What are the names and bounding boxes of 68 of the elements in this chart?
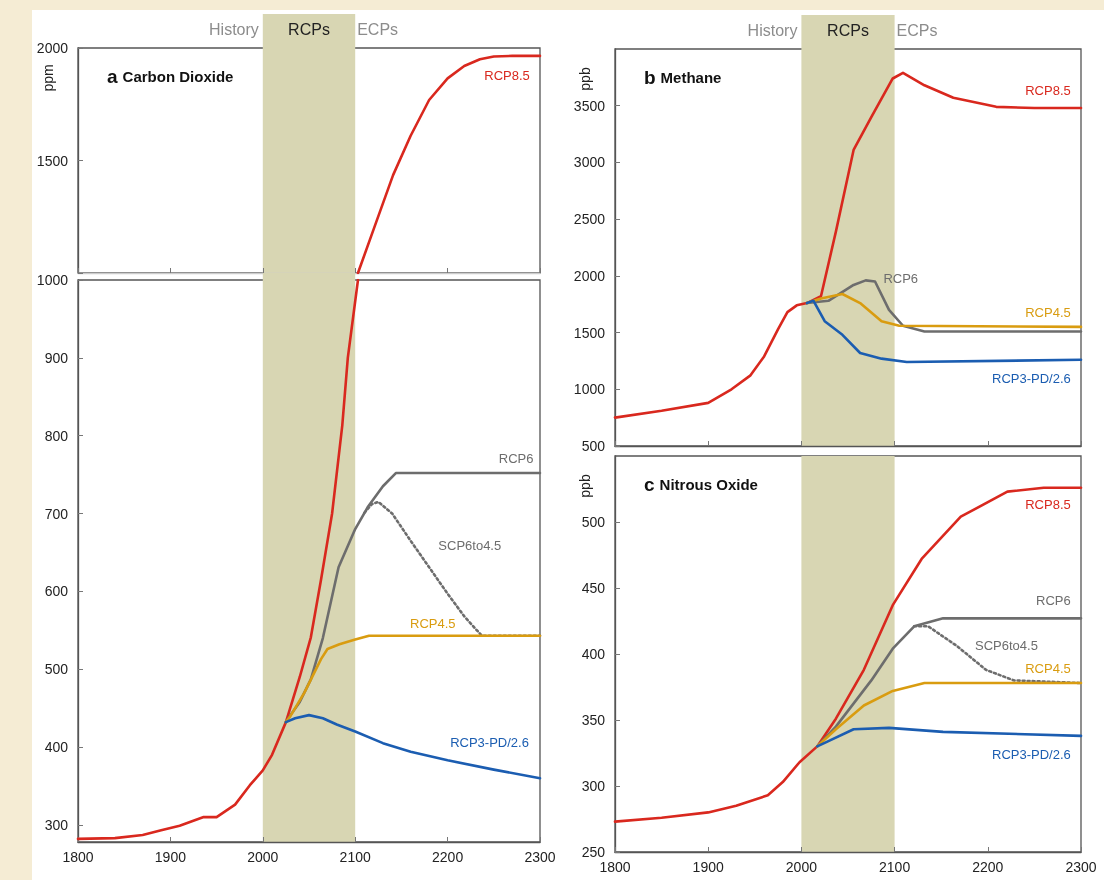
y-tick-label: 700 xyxy=(44,505,69,522)
line-series xyxy=(815,681,1083,748)
y-tick-label: 3500 xyxy=(573,97,606,114)
x-tick-label: 2000 xyxy=(247,849,279,865)
text: c Nitrous Oxide xyxy=(644,474,758,495)
x-tick-label: 2100 xyxy=(339,849,371,865)
line-series xyxy=(284,713,542,780)
line-series xyxy=(284,634,542,724)
y-tick-label: 1500 xyxy=(36,152,69,169)
y-tick-label: 300 xyxy=(44,816,69,833)
y-tick-label: 400 xyxy=(581,646,606,662)
y-tick-label: 800 xyxy=(44,427,69,444)
y-tick-label: 250 xyxy=(581,844,606,860)
x-tick-label: 1800 xyxy=(62,849,94,865)
y-tick-label: 1000 xyxy=(573,381,606,398)
series-label: RCP8.5 xyxy=(1025,83,1071,99)
y-axis-title: ppb xyxy=(577,474,593,498)
text: a Carbon Dioxide xyxy=(107,66,234,87)
series-label: SCP6to4.5 xyxy=(975,638,1038,654)
y-axis-title: ppb xyxy=(577,67,593,91)
line-series xyxy=(356,54,542,275)
y-tick-label: 600 xyxy=(44,583,69,600)
y-tick-label: 3000 xyxy=(573,154,606,171)
y-tick-label: 500 xyxy=(581,438,606,454)
y-tick-label: 2000 xyxy=(573,267,606,284)
y-tick-label: 450 xyxy=(581,580,606,596)
x-tick-label: 2200 xyxy=(972,859,1004,875)
y-tick-label: 1500 xyxy=(573,324,606,341)
y-tick-label: 1000 xyxy=(36,272,69,288)
y-axis-title: ppm xyxy=(40,64,56,92)
line-series xyxy=(805,299,1083,364)
line-series xyxy=(613,71,1083,419)
text: b Methane xyxy=(644,67,722,88)
series-label: RCP4.5 xyxy=(410,616,456,632)
x-tick-label: 1900 xyxy=(154,849,187,865)
series-label: RCP8.5 xyxy=(1025,497,1071,513)
band-label: RCPs xyxy=(827,21,869,39)
text: History xyxy=(209,20,259,38)
y-tick-label: 500 xyxy=(44,661,69,678)
y-tick-label: 300 xyxy=(581,778,606,794)
y-tick-label: 350 xyxy=(581,712,606,728)
text: ECPs xyxy=(357,20,399,38)
x-tick-label: 2100 xyxy=(879,859,911,875)
series-label: RCP3-PD/2.6 xyxy=(992,747,1071,763)
series-label: RCP4.5 xyxy=(1025,660,1071,676)
y-tick-label: 500 xyxy=(581,514,606,530)
y-tick-label: 400 xyxy=(44,739,69,756)
series-label: RCP3-PD/2.6 xyxy=(992,371,1071,387)
series-label: RCP6 xyxy=(883,271,919,287)
series-label: RCP8.5 xyxy=(484,68,530,84)
series-label: RCP3-PD/2.6 xyxy=(450,734,529,750)
y-tick-label: 2000 xyxy=(36,40,69,56)
series-label: RCP6 xyxy=(498,450,534,466)
x-tick-label: 2300 xyxy=(524,849,556,865)
text: ECPs xyxy=(896,21,938,39)
x-tick-label: 2000 xyxy=(785,859,818,875)
x-tick-label: 2200 xyxy=(432,849,464,865)
y-tick-label: 2500 xyxy=(573,211,606,228)
text: History xyxy=(747,21,798,39)
y-tick-label: 900 xyxy=(44,349,69,366)
series-label: RCP6 xyxy=(1036,592,1071,608)
x-tick-label: 1900 xyxy=(692,859,724,875)
x-tick-label: 2300 xyxy=(1065,859,1097,875)
series-label: SCP6to4.5 xyxy=(438,537,502,553)
series-label: RCP4.5 xyxy=(1025,305,1071,321)
line-series xyxy=(815,726,1083,748)
x-tick-label: 1800 xyxy=(599,859,631,875)
band-label: RCPs xyxy=(288,20,330,38)
